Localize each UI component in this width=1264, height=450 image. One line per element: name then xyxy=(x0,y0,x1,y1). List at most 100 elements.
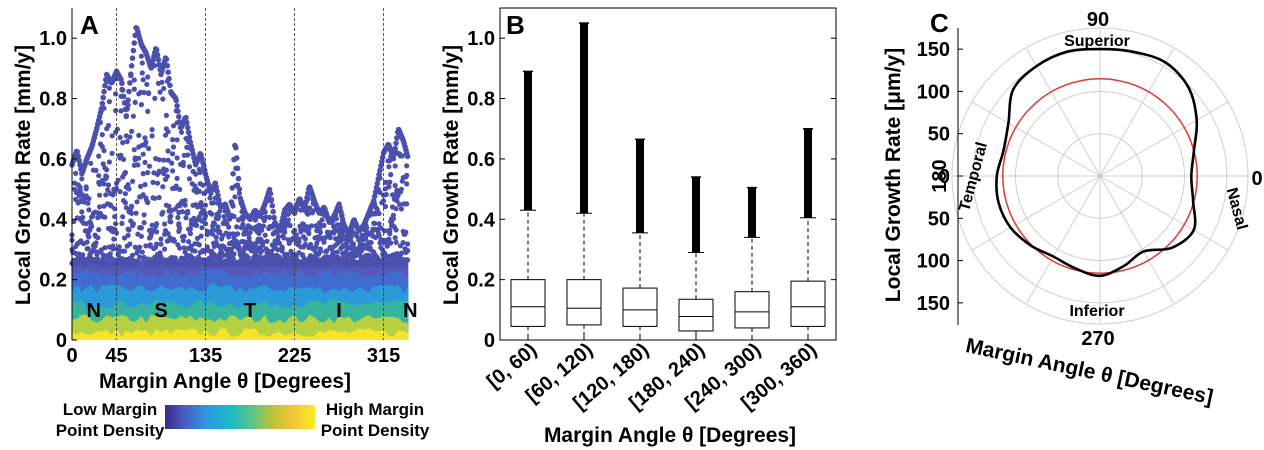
colorbar xyxy=(165,405,315,429)
radial-tick-label: 50 xyxy=(928,208,950,230)
reference-circle xyxy=(1001,77,1199,275)
data-point xyxy=(398,206,404,212)
plot-frame-b xyxy=(499,7,837,341)
data-point xyxy=(226,224,232,230)
data-point xyxy=(131,86,137,92)
data-point xyxy=(141,212,147,218)
data-point xyxy=(269,202,276,209)
data-point xyxy=(128,63,135,69)
data-point xyxy=(138,102,144,108)
data-point xyxy=(240,221,246,227)
data-point xyxy=(235,175,242,182)
x-axis-label-a: Margin Angle θ [Degrees] xyxy=(99,370,351,393)
data-point xyxy=(296,236,302,242)
data-point xyxy=(141,89,147,96)
data-point xyxy=(99,144,105,150)
data-point xyxy=(142,135,148,141)
data-point xyxy=(264,238,270,244)
data-point xyxy=(115,252,121,258)
data-point xyxy=(193,171,199,177)
data-point xyxy=(377,167,383,174)
radial-ticks: 0 50 100 150 50 100 150 xyxy=(917,39,963,315)
data-point xyxy=(185,210,191,216)
data-point xyxy=(125,102,131,108)
data-point xyxy=(288,248,294,254)
data-point xyxy=(285,217,291,223)
data-point xyxy=(163,167,169,173)
data-point xyxy=(388,172,394,178)
data-point xyxy=(162,246,168,252)
data-point xyxy=(161,85,167,92)
data-point xyxy=(106,159,112,165)
data-point xyxy=(110,246,116,252)
data-point xyxy=(187,226,193,232)
data-point xyxy=(75,153,81,159)
radial-tick-label: 100 xyxy=(917,251,950,273)
data-point xyxy=(393,227,399,233)
data-point xyxy=(354,233,360,239)
data-point xyxy=(101,105,107,111)
data-point xyxy=(216,213,222,219)
data-point xyxy=(187,231,193,237)
data-point xyxy=(132,99,138,105)
data-point xyxy=(236,190,242,196)
angle-label-90: 90 xyxy=(1087,9,1109,31)
data-point xyxy=(404,153,411,160)
data-point xyxy=(140,77,146,83)
data-point xyxy=(133,210,139,216)
data-point xyxy=(387,227,393,233)
data-point xyxy=(97,119,104,126)
data-point xyxy=(113,91,119,97)
data-point xyxy=(155,56,162,63)
data-point xyxy=(196,242,202,248)
data-point xyxy=(200,182,206,188)
region-dividers xyxy=(116,8,384,340)
data-point xyxy=(214,188,220,195)
region-label: N xyxy=(403,300,417,322)
data-point xyxy=(400,240,406,246)
panel-label-c: C xyxy=(930,8,949,38)
data-point xyxy=(116,244,122,250)
data-point xyxy=(111,236,117,242)
box xyxy=(678,298,714,332)
data-point xyxy=(130,113,136,119)
data-point xyxy=(390,212,396,218)
data-point xyxy=(74,149,81,155)
data-point xyxy=(112,206,118,212)
data-point xyxy=(136,155,142,161)
data-point xyxy=(181,245,187,251)
data-point xyxy=(160,96,166,102)
data-point xyxy=(168,256,174,262)
data-point xyxy=(371,193,378,200)
data-point xyxy=(405,257,411,263)
data-point xyxy=(145,199,151,206)
data-point xyxy=(156,194,162,201)
outlier-column xyxy=(804,128,812,218)
data-point xyxy=(124,138,130,145)
data-point xyxy=(127,134,133,140)
y-tick-label: 0.6 xyxy=(39,149,67,171)
data-point xyxy=(147,242,153,248)
direction-superior: Superior xyxy=(1064,33,1130,50)
data-point xyxy=(142,159,148,165)
data-point xyxy=(334,249,340,255)
data-point xyxy=(393,206,399,212)
data-point xyxy=(161,157,167,163)
data-point xyxy=(108,203,114,209)
direction-temporal: Temporal xyxy=(956,140,991,213)
data-point xyxy=(129,128,135,134)
data-point xyxy=(232,194,238,200)
data-point xyxy=(169,160,175,166)
data-point xyxy=(80,252,86,258)
data-point xyxy=(174,103,180,109)
data-point xyxy=(156,169,162,175)
data-point xyxy=(162,257,169,263)
data-point xyxy=(139,60,145,66)
outlier-column xyxy=(748,187,756,238)
data-point xyxy=(209,211,215,217)
data-point xyxy=(221,213,227,220)
data-point xyxy=(118,152,124,158)
data-point xyxy=(184,119,190,126)
data-point xyxy=(392,163,398,169)
